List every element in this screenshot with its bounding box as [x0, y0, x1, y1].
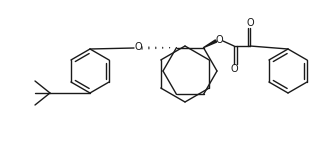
Text: O: O — [246, 18, 254, 28]
Text: O: O — [134, 42, 142, 52]
Text: O: O — [215, 35, 223, 45]
Text: O: O — [230, 64, 238, 74]
Polygon shape — [203, 40, 217, 48]
